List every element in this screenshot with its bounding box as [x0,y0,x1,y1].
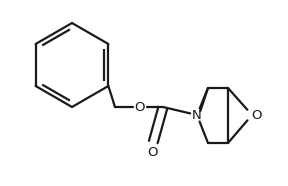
Text: O: O [135,100,145,113]
Text: O: O [148,147,158,160]
Text: N: N [192,108,202,121]
Text: O: O [252,108,262,121]
